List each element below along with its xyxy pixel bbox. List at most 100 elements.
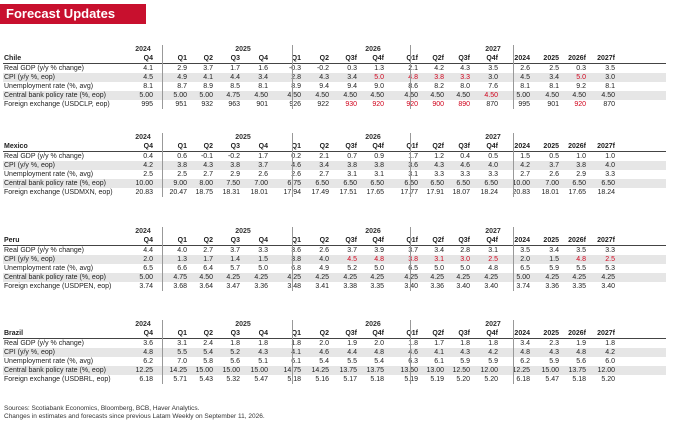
table-cell: 4.50 — [315, 92, 329, 99]
table-cell: 2.8 — [460, 247, 470, 254]
table-cell: 4.50 — [254, 92, 268, 99]
table-cell: 15.00 — [541, 367, 559, 374]
year-2025: 2025 — [235, 46, 251, 53]
table-cell: 922 — [317, 101, 329, 108]
quarter-header-cell: Q4 — [143, 237, 153, 244]
table-cell: 1.7 — [258, 153, 268, 160]
table-cell: 932 — [201, 101, 213, 108]
table-cell: 15.00 — [250, 367, 268, 374]
table-cell: 4.4 — [347, 349, 357, 356]
table-cell: 1.7 — [434, 340, 444, 347]
table-cell: 4.6 — [408, 349, 418, 356]
table-cell: 3.8 — [347, 162, 357, 169]
country-name: Mexico — [4, 143, 28, 150]
table-cell: 8.5 — [230, 83, 240, 90]
quarter-header-row: Mexico Q4 Q1 Q2 Q3 Q4 Q1 Q2 Q3f Q4f Q1f Q2f Q3f Q4f 2… — [3, 142, 666, 152]
row-label: CPI (y/y %, eop) — [4, 349, 55, 356]
quarter-header-cell: Q2 — [319, 237, 329, 244]
table-cell: 5.0 — [460, 265, 470, 272]
table-cell: 5.00 — [199, 92, 213, 99]
table-cell: 920 — [574, 101, 586, 108]
table-cell: 18.01 — [250, 189, 268, 196]
brazil-table: 2024 2025 2026 2027 Brazil Q4 Q1 Q2 Q3 Q4 Q1 Q… — [3, 320, 666, 384]
table-cell: 930 — [345, 101, 357, 108]
table-cell: 3.64 — [199, 283, 213, 290]
row-label: Foreign exchange (USDCLP, eop) — [4, 101, 110, 108]
table-cell: 2.9 — [576, 171, 586, 178]
table-cell: 6.50 — [601, 180, 615, 187]
quarter-header-cell: Q3f — [458, 55, 470, 62]
peru-table: 2024 2025 2026 2027 Peru Q4 Q1 Q2 Q3 Q4 Q1 Q2 Q… — [3, 227, 666, 291]
table-cell: 2.6 — [258, 171, 268, 178]
quarter-header-cell: Q3 — [230, 55, 240, 62]
table-cell: 12.50 — [452, 367, 470, 374]
footer-sources: Sources: Scotiabank Economics, Bloomberg… — [4, 405, 200, 412]
table-cell: 5.16 — [315, 376, 329, 383]
table-cell: 5.9 — [488, 358, 498, 365]
table-cell: 951 — [175, 101, 187, 108]
table-cell: 4.50 — [456, 92, 470, 99]
table-cell: 2.6 — [291, 171, 301, 178]
data-row-gdp: Real GDP (y/y % change) 4.1 2.9 3.7 1.7 1.6 -0… — [3, 64, 666, 73]
row-label: Foreign exchange (USDPEN, eop) — [4, 283, 112, 290]
table-cell: 4.3 — [258, 349, 268, 356]
table-cell: 4.25 — [456, 274, 470, 281]
table-cell: 4.50 — [484, 92, 498, 99]
table-cell: 4.1 — [291, 349, 301, 356]
table-cell: 0.6 — [177, 153, 187, 160]
quarter-header-cell: Q1f — [406, 330, 418, 337]
data-row-fx: Foreign exchange (USDCLP, eop) 995 951 932 9… — [3, 100, 666, 109]
table-cell: 4.6 — [319, 349, 329, 356]
quarter-header-cell: Q2 — [319, 55, 329, 62]
table-cell: 5.4 — [319, 358, 329, 365]
year-2026: 2026 — [365, 46, 381, 53]
quarter-header-cell: 2027f — [597, 143, 615, 150]
row-label: Central bank policy rate (%, eop) — [4, 274, 106, 281]
mexico-table: 2024 2025 2026 2027 Mexico Q4 Q1 Q2 Q3 Q4 Q1 Q… — [3, 133, 666, 197]
table-cell: 6.5 — [520, 265, 530, 272]
quarter-header-cell: Q2f — [432, 55, 444, 62]
year-2026: 2026 — [365, 134, 381, 141]
table-cell: 9.2 — [576, 83, 586, 90]
table-cell: 4.0 — [319, 256, 329, 263]
table-cell: 1.6 — [258, 65, 268, 72]
table-cell: 8.2 — [434, 83, 444, 90]
table-cell: 1.9 — [576, 340, 586, 347]
table-cell: 9.4 — [319, 83, 329, 90]
table-cell: 4.50 — [287, 92, 301, 99]
table-cell: 3.8 — [576, 162, 586, 169]
quarter-header-cell: Q1 — [291, 143, 301, 150]
table-cell: 6.50 — [315, 180, 329, 187]
column-separator — [292, 133, 293, 197]
quarter-header-cell: Q2f — [432, 330, 444, 337]
table-cell: 6.50 — [456, 180, 470, 187]
quarter-header-cell: 2026f — [568, 330, 586, 337]
table-cell: 4.8 — [520, 349, 530, 356]
table-cell: 2.6 — [319, 247, 329, 254]
table-cell: 3.5 — [488, 65, 498, 72]
table-cell: 5.19 — [430, 376, 444, 383]
row-label: Central bank policy rate (%, eop) — [4, 180, 106, 187]
table-cell: 3.1 — [347, 171, 357, 178]
table-cell: 1.3 — [177, 256, 187, 263]
table-cell: 18.24 — [480, 189, 498, 196]
table-cell: 3.40 — [601, 283, 615, 290]
table-cell: 0.5 — [549, 153, 559, 160]
quarter-header-cell: Q1f — [406, 143, 418, 150]
table-cell: 17.77 — [388, 188, 418, 197]
data-row-unemployment: Unemployment rate (%, avg) 2.5 2.5 2.7 2.9 2.… — [3, 170, 666, 179]
year-2024: 2024 — [135, 228, 151, 235]
table-cell: 4.5 — [347, 256, 357, 263]
table-cell: 0.9 — [374, 153, 384, 160]
table-cell: 7.00 — [254, 180, 268, 187]
table-cell: 2.3 — [549, 340, 559, 347]
table-cell: 2.6 — [520, 65, 530, 72]
table-cell: 18.24 — [597, 189, 615, 196]
table-cell: 920 — [406, 101, 418, 108]
table-cell: 3.8 — [230, 162, 240, 169]
data-row-unemployment: Unemployment rate (%, avg) 6.5 6.6 6.4 5.7 5.… — [3, 264, 666, 273]
table-cell: 17.49 — [311, 189, 329, 196]
table-cell: 2.5 — [488, 256, 498, 263]
table-cell: 995 — [518, 101, 530, 108]
table-cell: 2.5 — [177, 171, 187, 178]
